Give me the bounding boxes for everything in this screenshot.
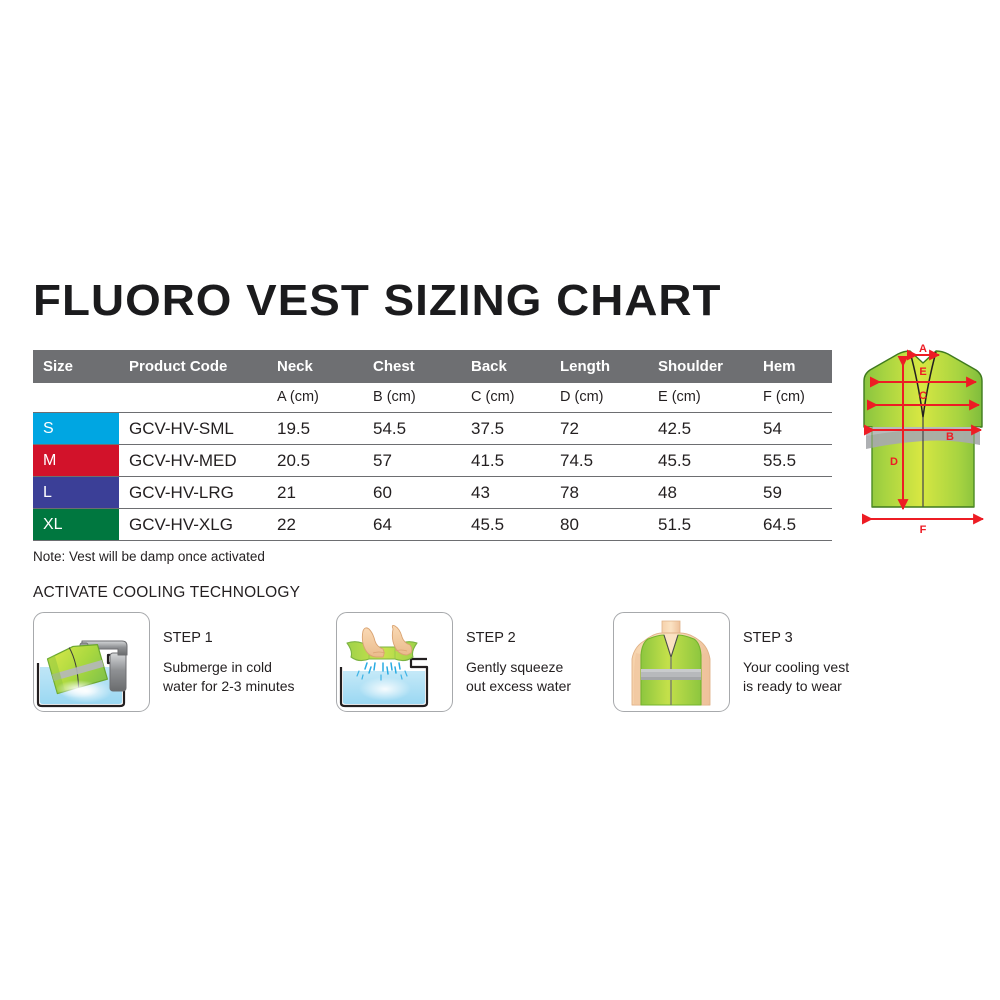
page-title: FLUORO VEST SIZING CHART	[33, 276, 722, 325]
cell-shoulder: 45.5	[648, 444, 753, 477]
vest-label-f: F	[920, 524, 927, 536]
step-2-desc-line2: out excess water	[466, 678, 572, 694]
unit-chest: B (cm)	[363, 383, 461, 413]
cell-back: 41.5	[461, 444, 550, 477]
size-cell: S	[33, 412, 119, 445]
vest-label-e: E	[919, 366, 926, 378]
vest-label-b: B	[946, 431, 954, 443]
cell-shoulder: 42.5	[648, 412, 753, 445]
table-row: L GCV-HV-LRG 21 60 43 78 48 59	[33, 476, 832, 509]
cell-hem: 59	[753, 476, 832, 509]
column-header-chest: Chest	[363, 350, 461, 383]
cell-hem: 55.5	[753, 444, 832, 477]
cell-neck: 21	[267, 476, 363, 509]
vest-label-c: C	[919, 390, 927, 402]
cell-length: 72	[550, 412, 648, 445]
cell-length: 78	[550, 476, 648, 509]
column-header-back: Back	[461, 350, 550, 383]
vest-label-a: A	[919, 343, 927, 355]
unit-back: C (cm)	[461, 383, 550, 413]
status-badge: M	[33, 445, 119, 476]
column-header-size: Size	[33, 350, 119, 383]
column-header-product-code: Product Code	[119, 350, 267, 383]
size-cell: XL	[33, 508, 119, 541]
step-1-illustration-box	[33, 612, 150, 712]
cell-neck: 20.5	[267, 444, 363, 477]
vest-diagram-svg: F A E C B D	[861, 343, 985, 536]
table-header: Size Product Code Neck Chest Back Length…	[33, 350, 832, 383]
unit-hem: F (cm)	[753, 383, 832, 413]
cell-hem: 54	[753, 412, 832, 445]
status-badge: S	[33, 413, 119, 444]
unit-shoulder: E (cm)	[648, 383, 753, 413]
unit-size	[33, 383, 119, 413]
table-row: XL GCV-HV-XLG 22 64 45.5 80 51.5 64.5	[33, 508, 832, 541]
cell-chest: 57	[363, 444, 461, 477]
cell-length: 74.5	[550, 444, 648, 477]
step-2-text: STEP 2 Gently squeeze out excess water	[466, 630, 571, 696]
cell-shoulder: 48	[648, 476, 753, 509]
table-body: S GCV-HV-SML 19.5 54.5 37.5 72 42.5 54 M…	[33, 412, 832, 541]
table-row: M GCV-HV-MED 20.5 57 41.5 74.5 45.5 55.5	[33, 444, 832, 477]
sizing-table-container: Size Product Code Neck Chest Back Length…	[33, 350, 832, 541]
cell-chest: 64	[363, 508, 461, 541]
table-units-row: A (cm) B (cm) C (cm) D (cm) E (cm) F (cm…	[33, 383, 832, 413]
cell-product-code: GCV-HV-LRG	[119, 476, 267, 509]
step-3-label: STEP 3	[743, 630, 793, 646]
step-1-desc-line2: water for 2-3 minutes	[163, 678, 295, 694]
step-1-text: STEP 1 Submerge in cold water for 2-3 mi…	[163, 630, 295, 696]
column-header-hem: Hem	[753, 350, 832, 383]
vest-label-d: D	[890, 456, 898, 468]
unit-length: D (cm)	[550, 383, 648, 413]
unit-neck: A (cm)	[267, 383, 363, 413]
step-1-label: STEP 1	[163, 630, 213, 646]
cell-product-code: GCV-HV-MED	[119, 444, 267, 477]
step-2-label: STEP 2	[466, 630, 516, 646]
cell-product-code: GCV-HV-XLG	[119, 508, 267, 541]
table-header-row: Size Product Code Neck Chest Back Length…	[33, 350, 832, 383]
column-header-shoulder: Shoulder	[648, 350, 753, 383]
step-3-illustration-box	[613, 612, 730, 712]
step-3-text: STEP 3 Your cooling vest is ready to wea…	[743, 630, 849, 696]
column-header-neck: Neck	[267, 350, 363, 383]
step-3-desc-line2: is ready to wear	[743, 678, 842, 694]
cell-back: 43	[461, 476, 550, 509]
unit-product-code	[119, 383, 267, 413]
step-2-desc-line1: Gently squeeze	[466, 659, 564, 675]
vest-in-sink-with-tap-icon	[36, 640, 128, 708]
step-1-desc-line1: Submerge in cold	[163, 659, 272, 675]
cell-back: 45.5	[461, 508, 550, 541]
status-badge: XL	[33, 509, 119, 540]
cell-hem: 64.5	[753, 508, 832, 541]
size-cell: M	[33, 444, 119, 477]
cell-chest: 54.5	[363, 412, 461, 445]
note-text: Note: Vest will be damp once activated	[33, 549, 265, 564]
column-header-length: Length	[550, 350, 648, 383]
section-heading-activate-cooling: ACTIVATE COOLING TECHNOLOGY	[33, 584, 301, 601]
sizing-table: Size Product Code Neck Chest Back Length…	[33, 350, 832, 541]
hands-wringing-cloth-icon	[339, 624, 429, 708]
table-row: S GCV-HV-SML 19.5 54.5 37.5 72 42.5 54	[33, 412, 832, 445]
cell-shoulder: 51.5	[648, 508, 753, 541]
step-2-illustration-box	[336, 612, 453, 712]
status-badge: L	[33, 477, 119, 508]
cell-neck: 22	[267, 508, 363, 541]
cell-chest: 60	[363, 476, 461, 509]
size-cell: L	[33, 476, 119, 509]
person-wearing-vest-icon	[631, 620, 711, 706]
vest-measurement-diagram: F A E C B D	[846, 341, 1000, 537]
cell-back: 37.5	[461, 412, 550, 445]
cell-length: 80	[550, 508, 648, 541]
step-3-desc-line1: Your cooling vest	[743, 659, 850, 675]
cell-product-code: GCV-HV-SML	[119, 412, 267, 445]
cell-neck: 19.5	[267, 412, 363, 445]
